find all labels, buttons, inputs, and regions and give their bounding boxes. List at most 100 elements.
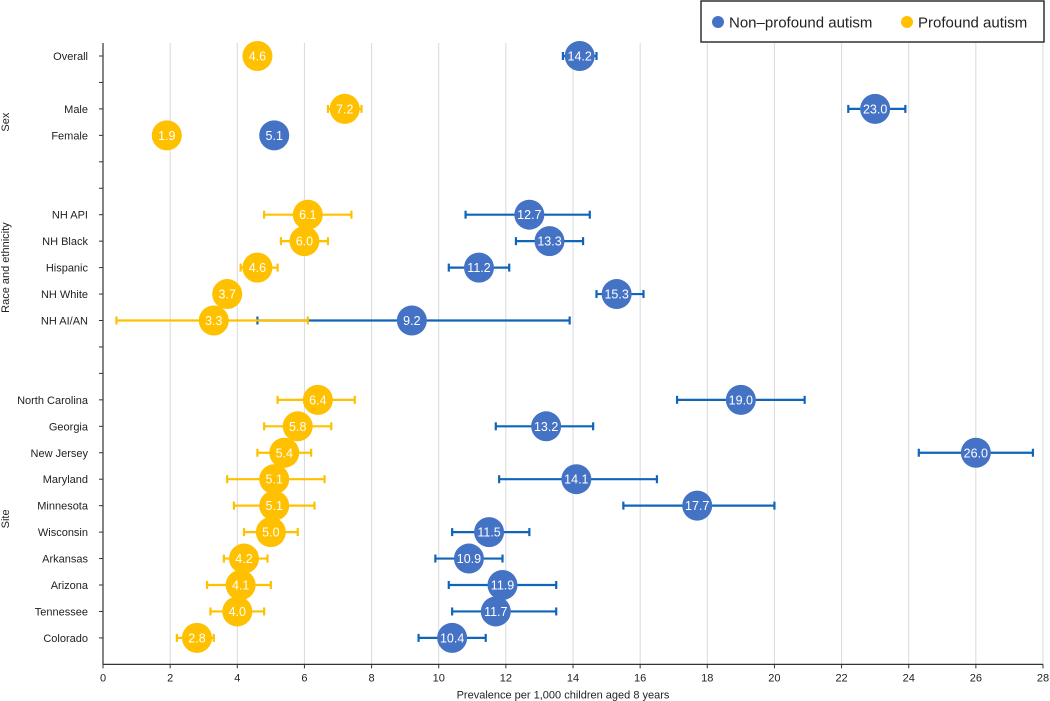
x-tick-label: 24 — [903, 672, 915, 684]
category-label: NH AI/AN — [41, 316, 88, 328]
data-label: 14.2 — [568, 50, 592, 64]
data-point: 5.4 — [269, 437, 300, 468]
data-label: 4.6 — [249, 50, 266, 64]
data-label: 4.2 — [235, 552, 252, 566]
data-point: 5.0 — [255, 517, 286, 548]
x-tick-label: 2 — [167, 672, 173, 684]
data-label: 5.1 — [266, 129, 283, 143]
group-labels: Sex Race and ethnicity Site — [0, 112, 12, 528]
x-tick-label: 18 — [701, 672, 713, 684]
data-point: 6.0 — [289, 226, 320, 257]
data-point: 17.7 — [682, 490, 713, 521]
marker-circle — [222, 596, 253, 627]
data-point: 9.2 — [396, 305, 427, 336]
x-tick-label: 4 — [234, 672, 240, 684]
legend: Non–profound autism Profound autism — [700, 0, 1045, 43]
category-label: NH White — [41, 289, 88, 301]
category-label: Georgia — [49, 421, 89, 433]
data-point: 3.7 — [212, 279, 243, 310]
x-axis-title: Prevalence per 1,000 children aged 8 yea… — [457, 689, 670, 701]
data-label: 5.4 — [276, 446, 293, 460]
data-label: 4.1 — [232, 579, 249, 593]
data-point: 13.3 — [534, 226, 565, 257]
marker-circle — [242, 252, 273, 283]
category-label: New Jersey — [31, 448, 89, 460]
data-point: 13.2 — [531, 411, 562, 442]
x-tick-label: 8 — [369, 672, 375, 684]
marker-circle — [242, 41, 273, 71]
x-tick-label: 0 — [100, 672, 106, 684]
data-label: 4.6 — [249, 261, 266, 275]
data-label: 10.9 — [457, 552, 481, 566]
data-point: 5.1 — [259, 120, 290, 151]
data-label: 19.0 — [729, 393, 753, 407]
data-label: 11.5 — [477, 526, 500, 540]
data-label: 2.8 — [188, 631, 205, 645]
marker-circle — [561, 464, 592, 495]
data-label: 15.3 — [604, 288, 628, 302]
marker-circle — [514, 199, 545, 230]
marker-circle — [302, 384, 333, 415]
category-label: Overall — [53, 51, 88, 63]
data-label: 4.0 — [229, 605, 246, 619]
data-point: 5.8 — [282, 411, 313, 442]
data-point: 11.5 — [474, 517, 505, 548]
data-point: 11.9 — [487, 570, 518, 600]
data-label: 14.1 — [564, 473, 588, 487]
x-tick-label: 20 — [768, 672, 780, 684]
data-point: 6.1 — [292, 199, 323, 230]
data-label: 13.2 — [534, 420, 558, 434]
data-label: 6.1 — [299, 208, 316, 222]
category-label: NH Black — [42, 236, 88, 248]
x-axis-ticks: 0 2 4 6 8 10 12 14 16 18 20 22 24 26 28 — [100, 664, 1049, 684]
category-label: Arizona — [51, 580, 89, 592]
data-label: 26.0 — [964, 446, 988, 460]
data-point: 14.1 — [561, 464, 592, 495]
y-axis-ticks — [99, 55, 103, 639]
category-label: Minnesota — [37, 501, 89, 513]
data-point: 10.9 — [453, 543, 484, 574]
legend-label-profound: Profound autism — [918, 15, 1027, 32]
marker-circle — [289, 226, 320, 257]
data-point: 4.1 — [225, 570, 256, 600]
marker-circle — [860, 93, 891, 124]
marker-circle — [960, 437, 991, 468]
category-label: North Carolina — [17, 395, 89, 407]
x-tick-label: 16 — [634, 672, 646, 684]
data-label: 3.3 — [205, 314, 222, 328]
marker-circle — [534, 226, 565, 257]
x-tick-label: 28 — [1037, 672, 1049, 684]
markers: 14.2 23.0 5.1 12.7 13.3 11.2 15.3 9.2 19.0 13.2 26… — [151, 41, 991, 653]
marker-circle — [269, 437, 300, 468]
data-label: 6.4 — [309, 393, 326, 407]
marker-circle — [282, 411, 313, 442]
marker-circle — [487, 570, 518, 600]
marker-circle — [725, 384, 756, 415]
marker-circle — [229, 543, 259, 574]
data-label: 5.0 — [262, 526, 279, 540]
data-point: 10.4 — [437, 622, 468, 653]
data-label: 7.2 — [336, 102, 353, 116]
legend-swatch-profound — [901, 16, 913, 28]
marker-circle — [255, 517, 286, 548]
data-point: 11.2 — [464, 252, 494, 283]
category-label: Tennessee — [35, 606, 88, 618]
marker-circle — [453, 543, 484, 574]
group-label: Race and ethnicity — [0, 222, 12, 313]
data-point: 2.8 — [182, 622, 212, 653]
data-point: 5.1 — [259, 464, 290, 495]
marker-circle — [259, 490, 290, 521]
marker-circle — [292, 199, 323, 230]
data-point: 15.3 — [601, 279, 632, 310]
data-label: 23.0 — [863, 102, 887, 116]
data-label: 1.9 — [158, 129, 175, 143]
marker-circle — [531, 411, 562, 442]
data-point: 11.7 — [480, 596, 511, 627]
marker-circle — [198, 305, 229, 336]
category-label: Female — [51, 130, 88, 142]
data-label: 5.1 — [266, 473, 283, 487]
category-labels: Overall Male Female NH API NH Black Hispanic N… — [17, 51, 89, 645]
data-point: 6.4 — [302, 384, 333, 415]
category-label: Colorado — [43, 633, 88, 645]
